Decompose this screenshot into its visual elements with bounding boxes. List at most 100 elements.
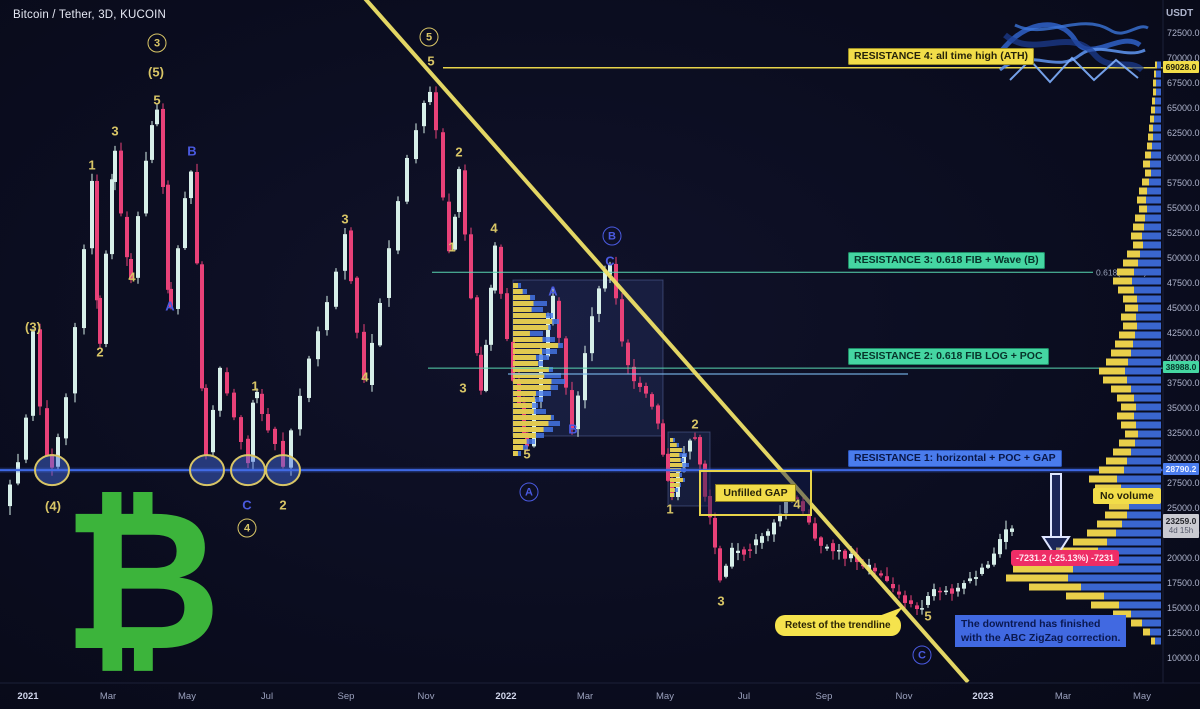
no-volume-label[interactable]: No volume	[1093, 488, 1161, 504]
candle	[998, 533, 1002, 558]
candle	[428, 86, 432, 106]
wave-label-B[interactable]: B	[187, 143, 197, 159]
resistance-4-label[interactable]: RESISTANCE 4: all time high (ATH)	[848, 47, 1035, 65]
wave-label-4[interactable]: 4	[490, 220, 498, 236]
wave-label-3[interactable]: 3	[459, 380, 467, 396]
wave-label-B[interactable]: B	[602, 226, 622, 246]
candle	[801, 495, 805, 514]
candle	[447, 193, 451, 254]
downtrend-trendline[interactable]	[361, 0, 970, 684]
wave-label-4[interactable]: 4	[361, 369, 369, 385]
candle	[713, 512, 717, 555]
wave-label-5[interactable]: 5	[153, 92, 161, 108]
wave-label-1[interactable]: 1	[251, 378, 259, 394]
wave-label-4[interactable]: 4	[793, 496, 801, 512]
ellipse-markers[interactable]	[34, 454, 301, 487]
svg-text:57500.0: 57500.0	[1167, 178, 1200, 188]
candle	[56, 433, 60, 470]
wave-label-4[interactable]: (4)	[45, 498, 61, 514]
candle	[992, 547, 996, 567]
svg-text:Mar: Mar	[577, 691, 593, 702]
candle	[825, 544, 829, 551]
candle	[370, 333, 374, 392]
candle	[843, 548, 847, 567]
downtrend-note[interactable]: The downtrend has finished with the ABC …	[955, 615, 1127, 647]
candle	[932, 583, 936, 601]
candle	[950, 584, 954, 601]
unfilled-gap-label[interactable]: Unfilled GAP	[715, 484, 796, 502]
wave-label-5[interactable]: 5	[924, 608, 932, 624]
wave-label-3[interactable]: 3	[111, 123, 119, 139]
box-volume-profile	[513, 283, 565, 456]
wave-label-A[interactable]: A	[519, 482, 539, 502]
candle	[807, 509, 811, 525]
svg-text:62500.0: 62500.0	[1167, 128, 1200, 138]
wave-label-B[interactable]: B	[568, 421, 578, 437]
price-measure-label[interactable]: -7231.2 (-25.13%) -7231	[1011, 550, 1120, 566]
ellipse-marker	[265, 454, 301, 487]
bitcoin-logo: ₿	[63, 467, 222, 694]
wave-label-5[interactable]: (5)	[148, 64, 164, 80]
candle	[325, 295, 329, 336]
candle	[316, 326, 320, 367]
unfilled-gap-box[interactable]: Unfilled GAP	[699, 470, 812, 516]
candle	[903, 590, 907, 609]
time-axis[interactable]: 2021 Mar May Jul Sep Nov 2022 Mar May Jul Sep Nov 20…	[17, 691, 1151, 702]
price-axis[interactable]: 72500.0 70000.0 67500.0 65000.0 62500.0 60000…	[1167, 28, 1200, 663]
wave-label-4[interactable]: 4	[128, 269, 136, 285]
candle	[161, 103, 165, 194]
wave-label-4[interactable]: 4	[237, 518, 257, 538]
candle	[879, 570, 883, 578]
candle	[926, 591, 930, 608]
wave-label-2[interactable]: 2	[279, 497, 287, 513]
svg-text:2021: 2021	[17, 691, 39, 702]
candle	[475, 295, 479, 356]
wave-label-3[interactable]: 3	[147, 33, 167, 53]
ellipse-marker	[189, 454, 225, 487]
retest-callout[interactable]: Retest of the trendline	[775, 615, 901, 636]
wave-label-C[interactable]: C	[605, 253, 615, 269]
measure-arrow[interactable]	[1041, 473, 1071, 559]
ellipse-marker	[34, 454, 70, 487]
candle	[289, 428, 293, 476]
svg-text:55000.0: 55000.0	[1167, 203, 1200, 213]
svg-text:27500.0: 27500.0	[1167, 478, 1200, 488]
wave-label-C[interactable]: C	[912, 645, 932, 665]
candle	[129, 253, 133, 284]
resistance-1-label[interactable]: RESISTANCE 1: horizontal + POC + GAP	[848, 450, 1062, 468]
resistance-2-label[interactable]: RESISTANCE 2: 0.618 FIB LOG + POC	[848, 348, 1049, 366]
candle	[493, 242, 497, 294]
wave-label-3[interactable]: 3	[341, 211, 349, 227]
wave-label-1[interactable]: 1	[448, 239, 456, 255]
resistance-3-label[interactable]: RESISTANCE 3: 0.618 FIB + Wave (B)	[848, 252, 1045, 270]
candle	[189, 170, 193, 204]
wave-label-2[interactable]: 2	[455, 144, 463, 160]
wave-label-C[interactable]: C	[242, 497, 252, 513]
candle	[225, 367, 229, 396]
wave-label-5[interactable]: 5	[419, 27, 439, 47]
candle	[204, 384, 208, 460]
svg-text:Mar: Mar	[1055, 691, 1071, 702]
wave-label-3[interactable]: (3)	[25, 319, 41, 335]
wave-label-1[interactable]: 1	[666, 501, 674, 517]
current-price-tag: 23259.0 4d 15h	[1163, 513, 1199, 538]
svg-text:12500.0: 12500.0	[1167, 628, 1200, 638]
symbol-title[interactable]: Bitcoin / Tether, 3D, KUCOIN	[13, 9, 167, 21]
candle	[232, 388, 236, 421]
candle	[396, 196, 400, 255]
wave-label-2[interactable]: 2	[691, 416, 699, 432]
candle	[748, 543, 752, 558]
candle	[760, 532, 764, 549]
wave-label-A[interactable]: A	[548, 283, 558, 299]
candle	[273, 426, 277, 451]
svg-text:50000.0: 50000.0	[1167, 253, 1200, 263]
wave-label-5[interactable]: 5	[427, 53, 435, 69]
svg-text:37500.0: 37500.0	[1167, 378, 1200, 388]
wave-label-3[interactable]: 3	[717, 593, 725, 609]
wave-label-2[interactable]: 2	[96, 344, 104, 360]
candle	[281, 432, 285, 469]
wave-label-1[interactable]: 1	[88, 157, 96, 173]
wave-label-5[interactable]: 5	[523, 446, 531, 462]
wave-label-A[interactable]: A	[165, 298, 175, 314]
